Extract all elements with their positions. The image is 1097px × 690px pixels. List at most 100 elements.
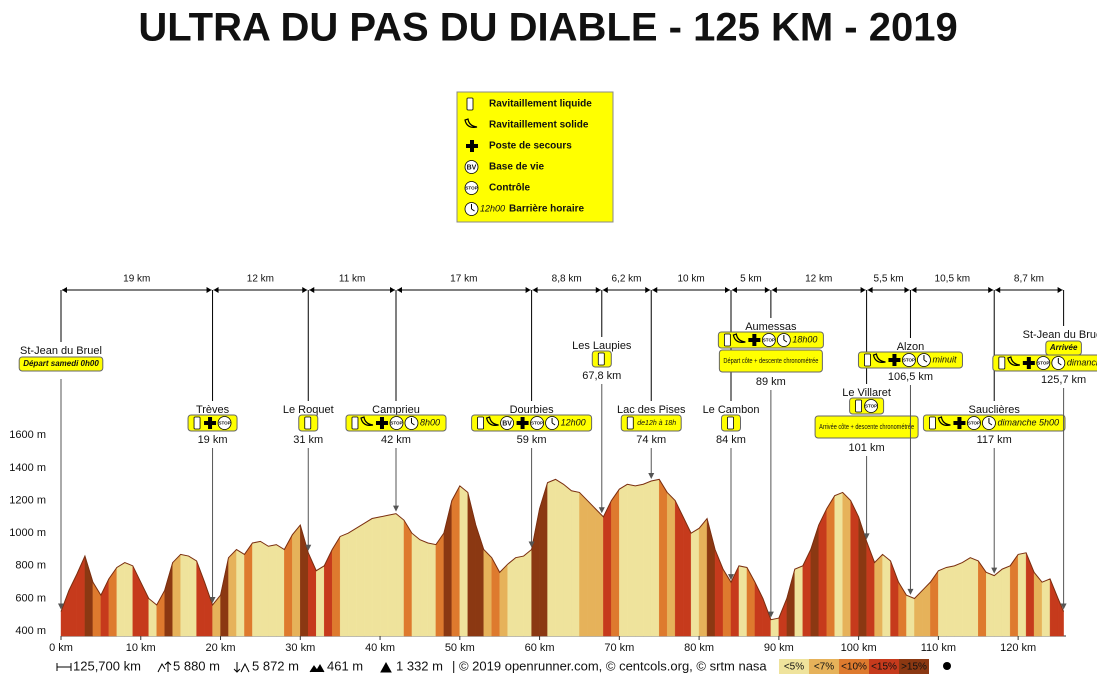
icon-stop: [389, 416, 404, 430]
station-pointer-head: [648, 473, 655, 479]
icon-stop: [1036, 356, 1051, 370]
slope-segment: [1001, 565, 1011, 637]
y-tick-label: 600 m: [15, 592, 46, 604]
y-tick-label: 1400 m: [9, 462, 46, 474]
slope-segment: [970, 557, 979, 637]
station-pointer-head: [728, 574, 734, 581]
icon-timer-hand: [410, 418, 415, 426]
slope-segment: [611, 488, 620, 637]
legend-item: Poste de secours: [466, 140, 572, 152]
slope-segment: [483, 549, 492, 637]
icon-liquid: [998, 356, 1006, 370]
station: Camprieu STOP 8h00 42 km: [345, 290, 447, 512]
slope-segment: [898, 581, 907, 637]
station-icons: [304, 416, 312, 430]
slope-segment: [994, 568, 1003, 637]
station-name: Trèves: [196, 404, 230, 416]
slope-segment: [595, 508, 604, 637]
slope-segment: [443, 500, 453, 637]
icon-hours: 18h00: [792, 334, 817, 344]
x-tick-label: 20 km: [206, 642, 236, 654]
station-icons: de12h à 18h: [626, 416, 676, 430]
slope-segment: [627, 484, 636, 637]
icon-text: BV: [502, 420, 512, 427]
station-icons: STOP 8h00: [351, 416, 440, 430]
profile-line: [60, 478, 1065, 621]
slope-segment: [698, 517, 708, 637]
x-tick-label: 40 km: [365, 642, 395, 654]
slope-segment: [116, 562, 126, 637]
station-km: 74 km: [636, 434, 666, 446]
station-pointer-head: [1060, 603, 1067, 610]
y-tick-label: 1000 m: [9, 527, 46, 539]
station: Dourbies BV STOP 12h00 59 km: [471, 290, 593, 548]
slope-segment: [738, 565, 748, 637]
slope-segment: [563, 483, 572, 637]
icon-text: STOP: [465, 186, 477, 191]
station-note-box: [718, 349, 823, 373]
slope-legend-label: >15%: [901, 662, 927, 673]
station-icons: [597, 352, 605, 366]
icon-solid: [485, 416, 499, 426]
footer-descent: 5 872 m: [252, 658, 299, 673]
slope-segment: [347, 527, 357, 637]
slope-segment: [244, 542, 253, 637]
chart-title: ULTRA DU PAS DU DIABLE - 125 KM - 2019: [138, 6, 957, 50]
slope-segment: [339, 532, 349, 637]
slope-segment: [659, 478, 668, 637]
station-icons: BV STOP 12h00: [477, 416, 586, 430]
slope-segment: [180, 554, 189, 637]
station-km: 84 km: [716, 434, 746, 446]
station-km: 19 km: [198, 434, 228, 446]
footer-max: 1 332 m: [396, 658, 443, 673]
station-badge-box: [18, 356, 104, 372]
slope-segment: [666, 491, 676, 637]
slope-segment: [674, 500, 684, 637]
slope-legend-swatch: [809, 659, 839, 674]
station-icons: STOP: [855, 399, 878, 413]
slope-segment: [228, 549, 237, 637]
station-name: Dourbies: [510, 404, 555, 416]
x-tick-label: 120 km: [1000, 642, 1036, 654]
icon-liquid: [855, 399, 862, 413]
icon-stop: [761, 333, 776, 347]
slope-legend-swatch: [839, 659, 869, 674]
icon-liquid: [597, 352, 605, 366]
legend-item: STOP Contrôle: [464, 181, 531, 195]
station: St-Jean du Bruel Arrivée STOP dimanche 8h00…: [992, 290, 1097, 610]
station-icons-box: [620, 414, 682, 432]
icon-liquid: [193, 416, 201, 430]
station-km: 67,8 km: [582, 370, 621, 382]
slope-segment: [1009, 553, 1019, 637]
icon-cross: [466, 140, 478, 152]
station: Les Laupies 67,8 km: [572, 290, 632, 514]
legend-label: Ravitaillement solide: [489, 120, 589, 131]
icon-liquid: [626, 416, 634, 430]
slope-segment: [371, 516, 381, 637]
slope-segment: [954, 562, 963, 637]
icon-hours: minuit: [932, 354, 957, 364]
y-tick-label: 400 m: [15, 625, 46, 637]
station-icons: [727, 416, 734, 430]
slope-segment: [690, 527, 700, 637]
slope-segment: [467, 492, 476, 637]
slope-segment: [866, 541, 875, 637]
icon-liquid: [466, 97, 474, 111]
station-km: 117 km: [977, 434, 1012, 446]
icon-text: STOP: [218, 421, 230, 426]
slope-segment: [475, 524, 484, 637]
slope-segment: [292, 524, 301, 637]
icon-hours: dimanche 8h00: [1067, 357, 1097, 367]
station-name: Le Roquet: [283, 404, 334, 416]
x-tick-label: 70 km: [604, 642, 634, 654]
icon-liquid: [929, 416, 936, 430]
slope-legend-label: <15%: [871, 662, 897, 673]
icon-timer-hand: [988, 418, 993, 426]
slope-segment: [1041, 578, 1051, 637]
station: Sauclières STOP dimanche 5h00 117 km: [922, 290, 1066, 574]
slope-segment: [1033, 571, 1043, 637]
icon-text: STOP: [390, 421, 402, 426]
slope-segment: [643, 480, 652, 637]
icon-cross: [375, 417, 388, 429]
icon-bv: [500, 416, 514, 430]
